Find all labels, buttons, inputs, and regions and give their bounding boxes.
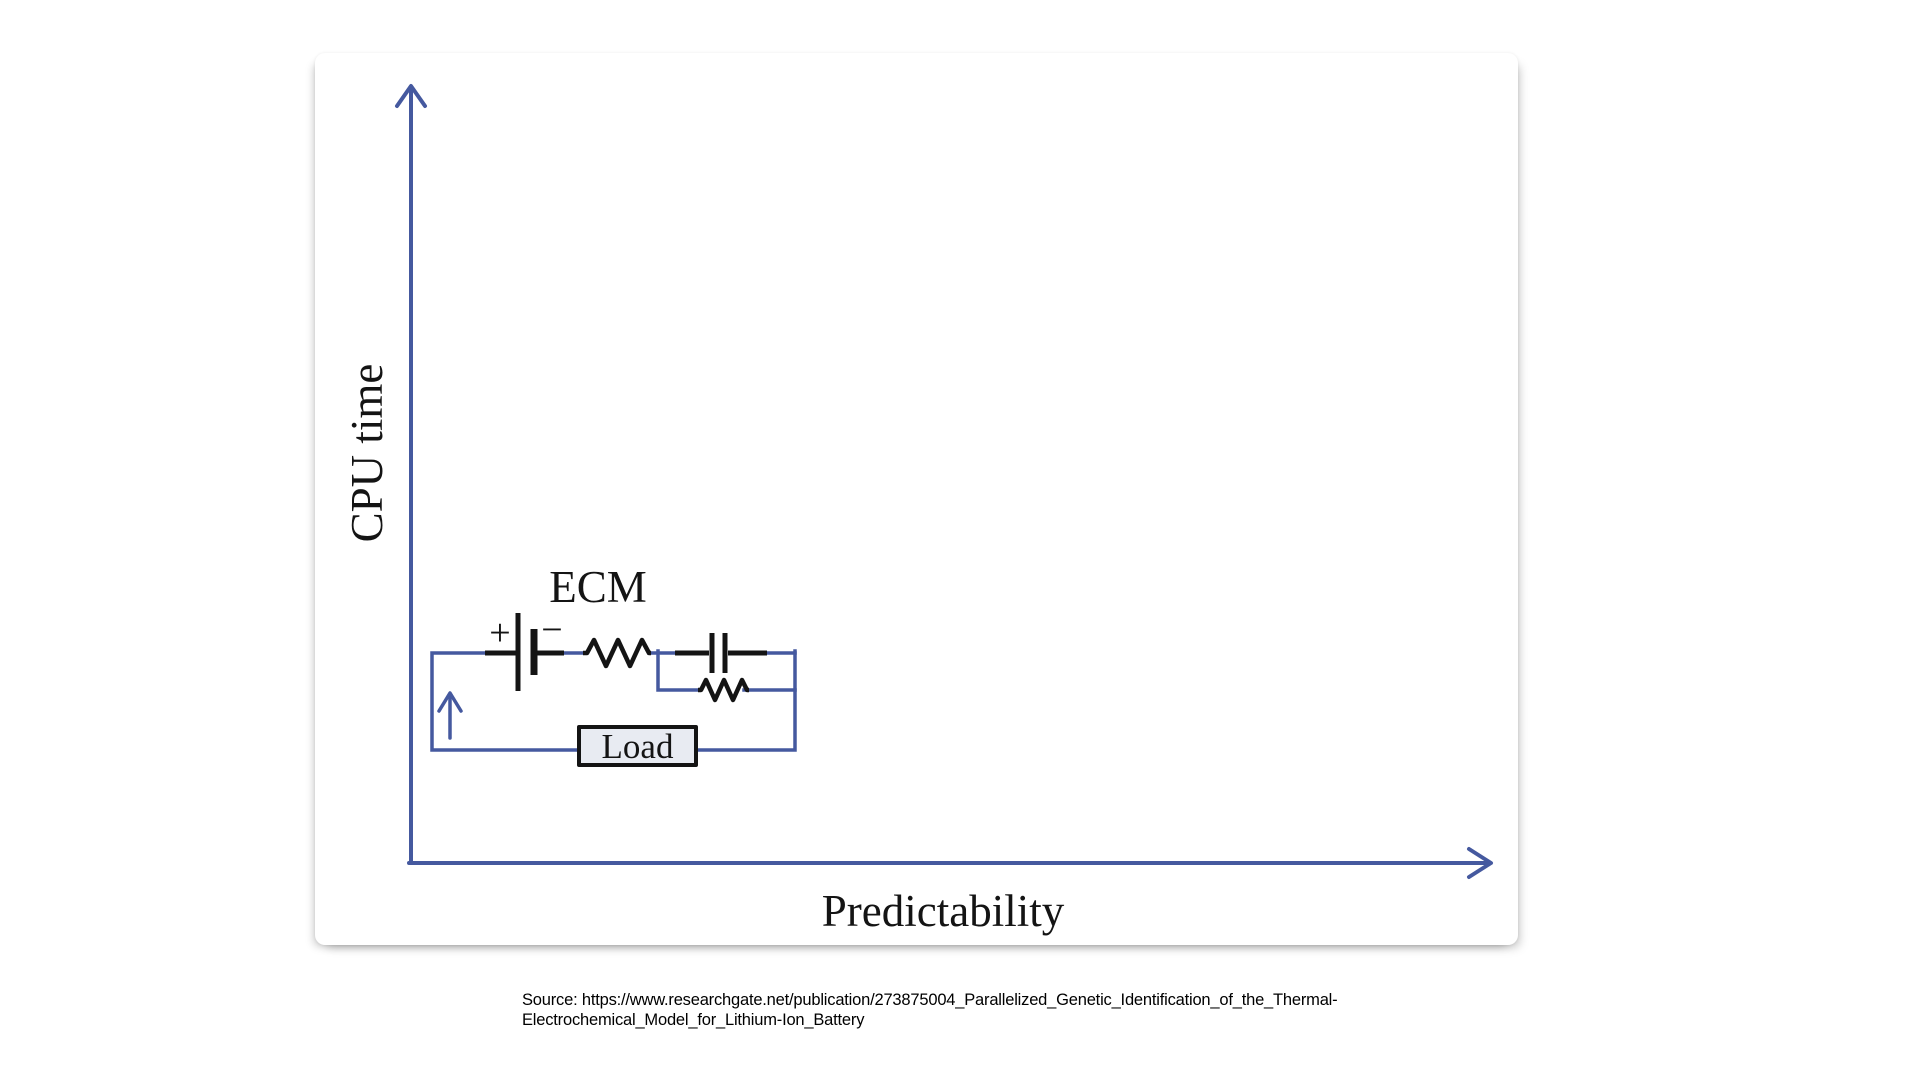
- source-note: Source: https://www.researchgate.net/pub…: [522, 990, 1422, 1030]
- circuit-components: [485, 613, 767, 703]
- figure-card: + − ECM CPU time Predictability Load: [315, 53, 1518, 945]
- battery-polarity: + −: [489, 609, 562, 654]
- x-axis-label: Predictability: [821, 886, 1065, 936]
- load-label: Load: [601, 726, 674, 766]
- circuit-wires: [430, 649, 797, 752]
- y-axis-label: CPU time: [342, 363, 392, 543]
- wire-right-loop: [696, 649, 797, 752]
- wire-left-loop: [430, 651, 579, 752]
- ecm-label: ECM: [549, 562, 647, 612]
- current-arrowhead: [437, 691, 463, 713]
- source-note-line1: Source: https://www.researchgate.net/pub…: [522, 991, 1338, 1009]
- axes: [395, 84, 1493, 879]
- battery-minus-sign: −: [541, 609, 562, 651]
- parallel-resistor-icon: [698, 677, 750, 703]
- y-axis-arrowhead-icon: [395, 84, 427, 108]
- series-resistor-icon: [583, 637, 652, 669]
- current-arrow-icon: [437, 691, 463, 740]
- battery-plus-sign: +: [489, 612, 510, 654]
- figure-canvas: + −: [395, 84, 1493, 879]
- x-axis-arrowhead-icon: [1467, 847, 1493, 879]
- load-box: Load: [577, 725, 698, 767]
- wire-parallel-left-branch: [656, 649, 700, 692]
- source-note-line2: Electrochemical_Model_for_Lithium-Ion_Ba…: [522, 1011, 865, 1029]
